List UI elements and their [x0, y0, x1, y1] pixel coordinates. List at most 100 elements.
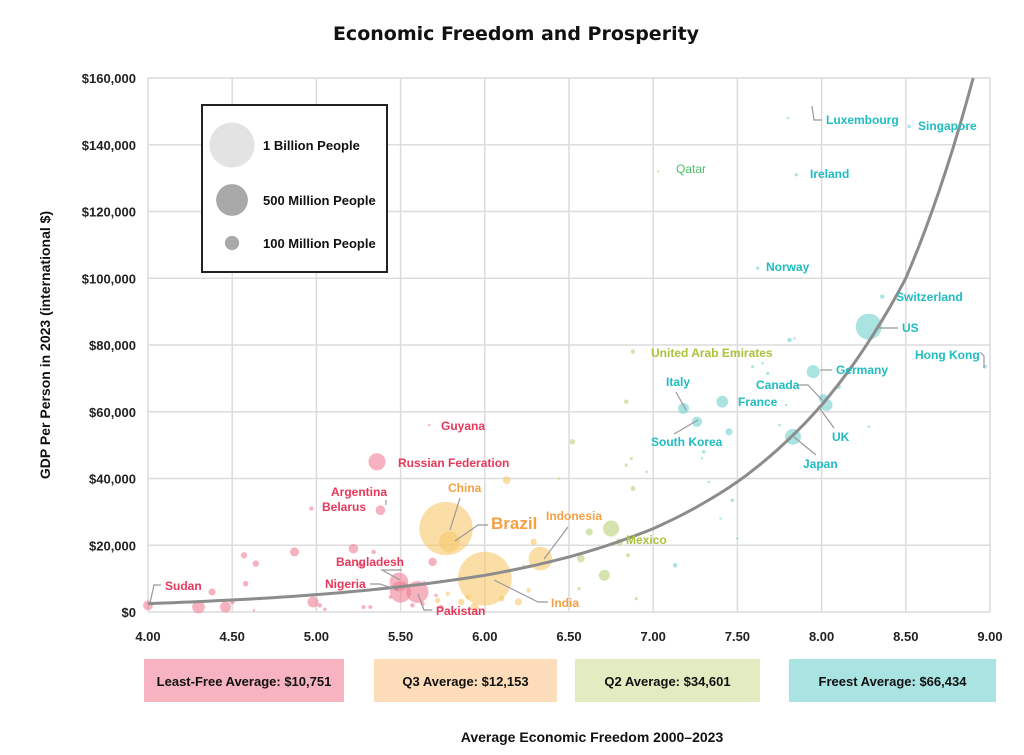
- chart-title: Economic Freedom and Prosperity: [333, 23, 700, 45]
- y-axis-ticks: $0 $20,000 $40,000 $60,000 $80,000 $100,000 $1…: [82, 71, 136, 620]
- average-box-label: Q3 Average: $12,153: [402, 674, 528, 689]
- bubble: [348, 543, 359, 554]
- bubble: [219, 601, 231, 613]
- bubble: [730, 498, 735, 502]
- label-singapore: Singapore: [918, 119, 977, 133]
- x-tick-label: 6.50: [556, 629, 581, 644]
- bubble: [192, 600, 205, 614]
- label-ireland: Ireland: [810, 167, 849, 181]
- label-canada: Canada: [756, 378, 800, 392]
- legend-label: 500 Million People: [263, 193, 376, 208]
- bubble-brazil: [438, 531, 460, 553]
- label-qatar: Qatar: [676, 162, 706, 176]
- leader-line: [793, 436, 817, 456]
- bubble: [785, 403, 788, 407]
- leader-line: [811, 105, 822, 121]
- y-tick-label: $140,000: [82, 138, 136, 153]
- x-tick-label: 5.00: [304, 629, 329, 644]
- bubble: [368, 604, 373, 610]
- bubble: [428, 557, 437, 567]
- grid: [147, 77, 991, 613]
- y-tick-label: $20,000: [89, 538, 136, 553]
- bubble: [761, 362, 764, 365]
- label-brazil: Brazil: [491, 514, 537, 533]
- bubble: [598, 569, 610, 581]
- bubble-luxembourg: [786, 116, 790, 120]
- legend: 1 Billion People 500 Million People 100 Mi…: [201, 104, 388, 273]
- bubble: [585, 528, 593, 536]
- legend-label: 1 Billion People: [263, 138, 360, 153]
- average-box-label: Q2 Average: $34,601: [604, 674, 730, 689]
- label-india: India: [551, 596, 579, 610]
- y-tick-label: $0: [122, 605, 136, 620]
- bubble-argentina: [375, 505, 386, 516]
- bubble-russian-federation: [368, 453, 386, 471]
- bubble: [725, 428, 733, 436]
- y-axis-label: GDP Per Person in 2023 (international $): [37, 211, 53, 479]
- bubble: [672, 563, 678, 568]
- bubble: [361, 604, 366, 610]
- legend-circle: [216, 184, 248, 216]
- legend-circle: [224, 235, 240, 251]
- x-tick-label: 8.00: [809, 629, 834, 644]
- bubble: [557, 477, 561, 480]
- x-tick-label: 6.00: [472, 629, 497, 644]
- bubble: [701, 450, 706, 454]
- bubble: [707, 480, 711, 484]
- bubble: [751, 365, 754, 369]
- label-russian-federation: Russian Federation: [398, 456, 509, 470]
- label-france: France: [738, 395, 778, 409]
- x-axis-label: Average Economic Freedom 2000–2023: [461, 729, 724, 745]
- bubble: [438, 604, 444, 610]
- bubble: [766, 371, 770, 375]
- bubble: [470, 602, 479, 612]
- bubble-india: [457, 551, 512, 606]
- label-germany: Germany: [836, 363, 888, 377]
- label-belarus: Belarus: [322, 500, 366, 514]
- leader-line: [817, 405, 835, 429]
- leader-line: [673, 419, 699, 435]
- legend-circle: [209, 122, 255, 168]
- average-box-label: Freest Average: $66,434: [819, 674, 968, 689]
- bubble: [736, 537, 739, 540]
- bubble-united-arab-emirates: [630, 349, 636, 354]
- y-tick-label: $60,000: [89, 405, 136, 420]
- label-guyana: Guyana: [441, 419, 485, 433]
- bubble: [252, 560, 259, 567]
- label-bangladesh: Bangladesh: [336, 555, 404, 569]
- bubble: [867, 425, 870, 429]
- bubble: [522, 564, 525, 567]
- bubble: [445, 591, 451, 596]
- bubble: [388, 595, 393, 599]
- label-argentina: Argentina: [331, 485, 387, 499]
- leader-line: [493, 579, 548, 603]
- bubble: [502, 476, 511, 485]
- bubble: [700, 457, 704, 460]
- bubble: [624, 399, 629, 404]
- bubble: [569, 439, 576, 445]
- bubble: [290, 547, 300, 557]
- label-indonesia: Indonesia: [546, 509, 602, 523]
- leader-line: [149, 584, 161, 604]
- leader-line: [454, 524, 488, 542]
- bubble: [434, 593, 438, 598]
- label-pakistan: Pakistan: [436, 604, 485, 618]
- bubble-ireland: [794, 173, 798, 177]
- quartile-average-boxes: Least-Free Average: $10,751 Q3 Average: $…: [144, 659, 996, 702]
- y-tick-label: $160,000: [82, 71, 136, 86]
- average-box-least-free: [144, 659, 344, 702]
- bubble: [526, 588, 531, 593]
- label-us: US: [902, 321, 919, 335]
- x-tick-label: 4.50: [220, 629, 245, 644]
- trend-line: [147, 77, 975, 606]
- bubble: [498, 595, 505, 602]
- average-box-freest: [789, 659, 996, 702]
- label-south-korea: South Korea: [651, 435, 723, 449]
- bubble: [357, 562, 364, 569]
- bubble: [317, 603, 323, 608]
- bubble-france: [716, 395, 729, 408]
- label-united-arab-emirates: United Arab Emirates: [651, 346, 773, 360]
- bubble: [793, 337, 796, 340]
